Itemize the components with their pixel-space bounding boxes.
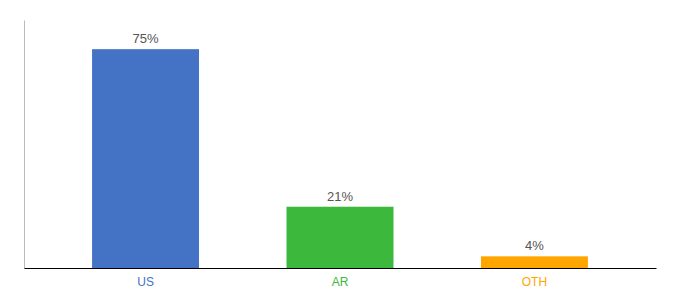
x-tick-label: OTH: [522, 275, 547, 289]
bar: [92, 49, 199, 268]
x-tick: OTH: [522, 275, 547, 289]
bar: [287, 207, 394, 268]
x-axis-line: [25, 268, 657, 269]
bar: [481, 256, 588, 268]
plot: US AR OTH 75% 21% 4%: [25, 21, 657, 289]
bars: [92, 49, 588, 268]
x-tick: US: [137, 275, 154, 289]
data-labels: 75% 21% 4%: [133, 31, 545, 253]
x-tick: AR: [332, 275, 349, 289]
data-label: 4%: [525, 238, 544, 253]
y-axis: [24, 21, 25, 269]
chart: US AR OTH 75% 21% 4%: [0, 0, 680, 300]
data-label: 21%: [327, 189, 353, 204]
x-tick-label: AR: [332, 275, 349, 289]
y-axis-line: [24, 21, 25, 269]
x-axis: US AR OTH: [25, 269, 657, 289]
x-tick-label: US: [137, 275, 154, 289]
data-label: 75%: [133, 31, 159, 46]
